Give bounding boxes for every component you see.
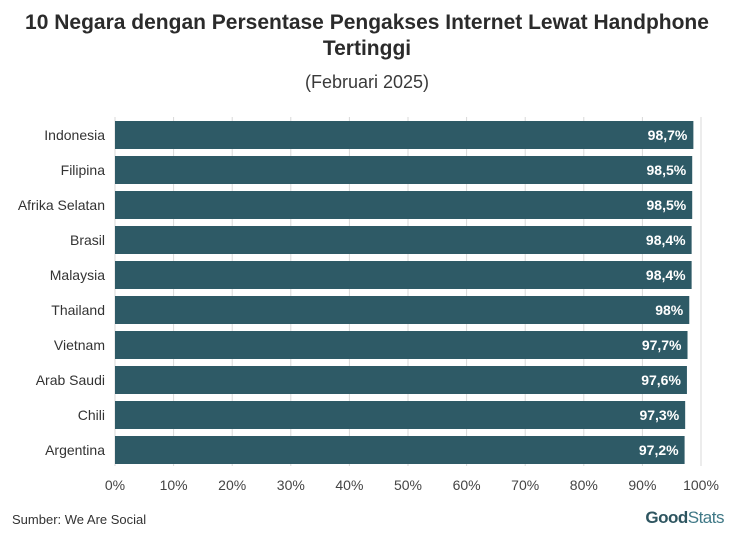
goodstats-logo: GoodStats bbox=[645, 508, 724, 527]
bar bbox=[115, 226, 692, 254]
x-tick-label: 60% bbox=[453, 477, 481, 493]
value-label: 98,4% bbox=[646, 267, 686, 283]
category-label: Arab Saudi bbox=[36, 372, 105, 388]
x-tick-label: 10% bbox=[160, 477, 188, 493]
category-label: Brasil bbox=[70, 232, 105, 248]
category-label: Afrika Selatan bbox=[18, 197, 105, 213]
category-label: Filipina bbox=[61, 162, 106, 178]
value-label: 98,5% bbox=[647, 162, 687, 178]
bar bbox=[115, 366, 687, 394]
x-tick-label: 50% bbox=[394, 477, 422, 493]
bar bbox=[115, 436, 685, 464]
x-tick-label: 40% bbox=[335, 477, 363, 493]
category-label: Thailand bbox=[51, 302, 105, 318]
bar bbox=[115, 261, 692, 289]
bar bbox=[115, 156, 693, 184]
bar-chart: 0% 10% 20% 30% 40% 50% 60% 70% 80% 90% 100% Indones… bbox=[18, 117, 719, 493]
value-label: 98% bbox=[655, 302, 684, 318]
category-label: Vietnam bbox=[54, 337, 105, 353]
value-label: 97,2% bbox=[639, 442, 679, 458]
x-tick-label: 30% bbox=[277, 477, 305, 493]
chart-subtitle: (Februari 2025) bbox=[304, 72, 430, 92]
value-label: 97,3% bbox=[639, 407, 679, 423]
value-label: 97,6% bbox=[641, 372, 681, 388]
category-label: Argentina bbox=[45, 442, 105, 458]
source-note: Sumber: We Are Social bbox=[12, 512, 147, 527]
bar bbox=[115, 191, 693, 219]
bar bbox=[115, 401, 686, 429]
x-tick-label: 20% bbox=[218, 477, 246, 493]
bar bbox=[115, 331, 688, 359]
x-tick-label: 0% bbox=[105, 477, 125, 493]
x-tick-label: 80% bbox=[570, 477, 598, 493]
value-label: 98,4% bbox=[646, 232, 686, 248]
x-tick-label: 70% bbox=[511, 477, 539, 493]
value-label: 98,5% bbox=[647, 197, 687, 213]
bar bbox=[115, 121, 694, 149]
x-tick-label: 100% bbox=[683, 477, 719, 493]
category-label: Indonesia bbox=[44, 127, 105, 143]
value-label: 98,7% bbox=[648, 127, 688, 143]
value-label: 97,7% bbox=[642, 337, 682, 353]
category-label: Malaysia bbox=[50, 267, 105, 283]
chart-title: 10 Negara dengan Persentase Pengakses In… bbox=[25, 11, 709, 60]
bar bbox=[115, 296, 690, 324]
x-tick-label: 90% bbox=[628, 477, 656, 493]
category-label: Chili bbox=[78, 407, 105, 423]
